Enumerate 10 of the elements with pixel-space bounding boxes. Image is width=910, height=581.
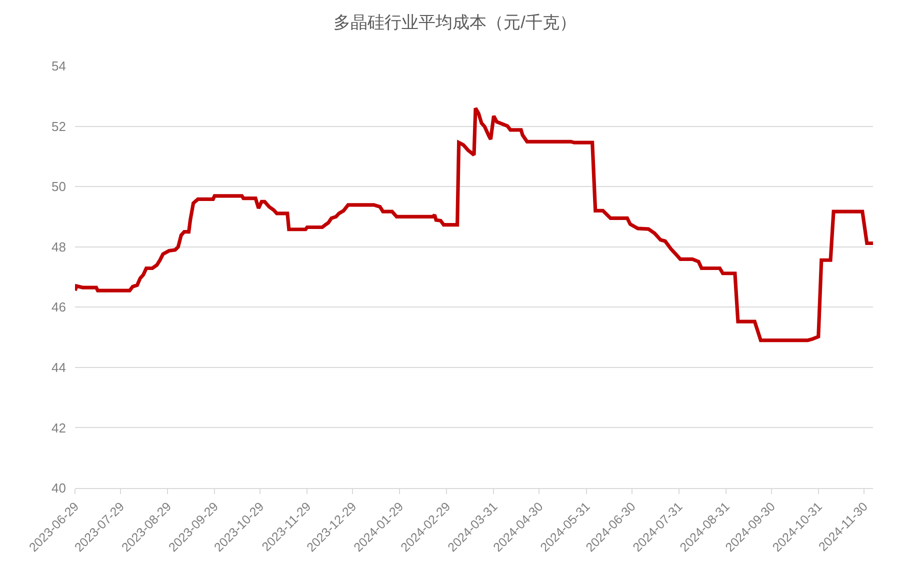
y-tick-label: 50 (52, 179, 66, 194)
y-tick-label: 48 (52, 239, 66, 254)
y-tick-label: 52 (52, 118, 66, 134)
y-tick-label: 46 (52, 300, 66, 315)
y-tick-label: 42 (52, 420, 66, 436)
line-series (75, 106, 873, 342)
chart-title: 多晶硅行业平均成本（元/千克） (334, 12, 576, 32)
y-tick-label: 40 (52, 480, 66, 496)
y-tick-label: 44 (52, 360, 66, 375)
y-tick-label: 54 (52, 58, 66, 74)
